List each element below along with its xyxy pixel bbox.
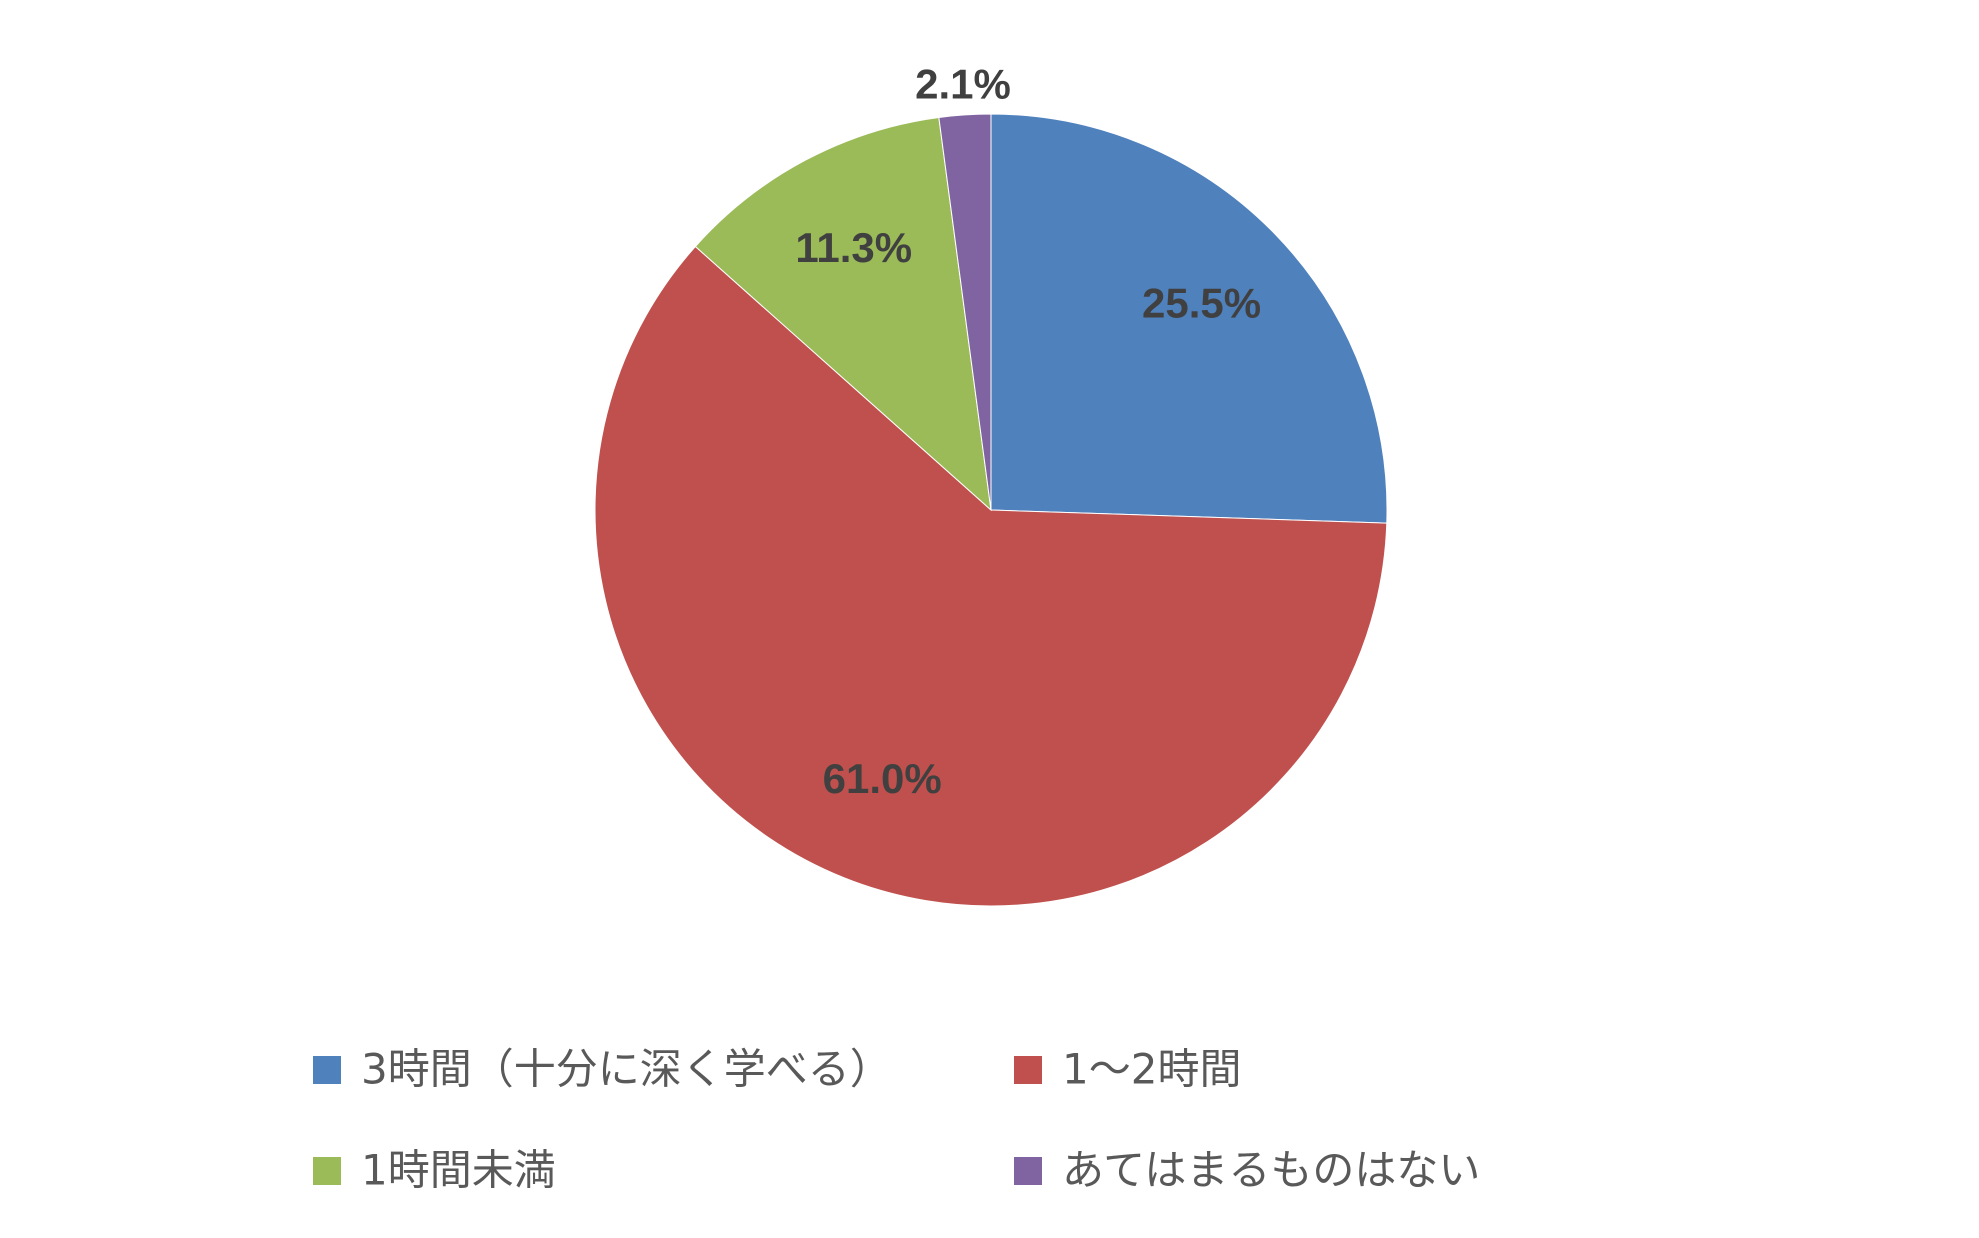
data-label: 2.1% (915, 60, 1011, 107)
legend-swatch (1014, 1056, 1042, 1084)
legend-swatch (313, 1056, 341, 1084)
data-label: 25.5% (1142, 279, 1261, 326)
legend-swatch (313, 1157, 341, 1185)
legend-label: 3時間（十分に深く学べる） (361, 1045, 892, 1094)
legend-label: 1〜2時間 (1062, 1045, 1241, 1094)
pie-slice (694, 116, 992, 512)
data-label: 11.3% (795, 224, 912, 271)
pie-slice (990, 113, 1388, 524)
pie-slice (594, 245, 1388, 907)
pie-slice (938, 113, 992, 511)
legend-swatch (1014, 1157, 1042, 1185)
legend-label: 1時間未満 (361, 1146, 556, 1195)
legend-label: あてはまるものはない (1062, 1146, 1480, 1195)
data-label: 61.0% (823, 755, 942, 802)
